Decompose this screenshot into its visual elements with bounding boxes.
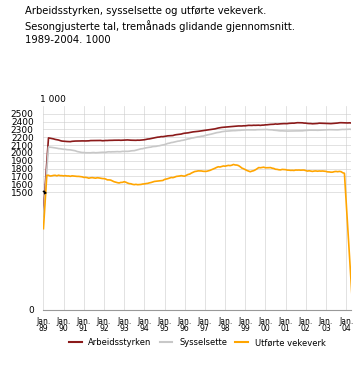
Text: 98: 98: [220, 324, 230, 333]
Text: 90: 90: [59, 324, 68, 333]
Text: Jan.: Jan.: [258, 318, 273, 327]
Text: Jan.: Jan.: [56, 318, 71, 327]
Text: Jan.: Jan.: [157, 318, 172, 327]
Text: 89: 89: [39, 324, 48, 333]
Text: Jan.: Jan.: [97, 318, 111, 327]
Text: Jan.: Jan.: [198, 318, 212, 327]
Text: Jan.: Jan.: [137, 318, 151, 327]
Text: Jan.: Jan.: [177, 318, 192, 327]
Text: 02: 02: [301, 324, 311, 333]
Text: Jan.: Jan.: [299, 318, 313, 327]
Legend: Arbeidsstyrken, Sysselsette, Utførte vekeverk: Arbeidsstyrken, Sysselsette, Utførte vek…: [66, 335, 329, 351]
Text: Jan.: Jan.: [319, 318, 333, 327]
Text: 92: 92: [99, 324, 109, 333]
Text: 95: 95: [160, 324, 169, 333]
Text: 00: 00: [261, 324, 270, 333]
Text: 94: 94: [139, 324, 149, 333]
Text: 99: 99: [240, 324, 250, 333]
Text: Arbeidsstyrken, sysselsette og utførte vekeverk.
Sesongjusterte tal, tremånads g: Arbeidsstyrken, sysselsette og utførte v…: [25, 6, 295, 45]
Text: Jan.: Jan.: [238, 318, 252, 327]
Text: 91: 91: [79, 324, 89, 333]
Text: Jan.: Jan.: [117, 318, 131, 327]
Text: Jan.: Jan.: [77, 318, 91, 327]
Text: 97: 97: [200, 324, 210, 333]
Text: 03: 03: [321, 324, 331, 333]
Text: Jan.: Jan.: [36, 318, 51, 327]
Text: 1 000: 1 000: [40, 95, 66, 104]
Text: Jan.: Jan.: [339, 318, 353, 327]
Text: Jan.: Jan.: [218, 318, 232, 327]
Text: Jan.: Jan.: [278, 318, 293, 327]
Text: 93: 93: [119, 324, 129, 333]
Text: 96: 96: [180, 324, 190, 333]
Text: 01: 01: [281, 324, 290, 333]
Text: 04: 04: [341, 324, 351, 333]
